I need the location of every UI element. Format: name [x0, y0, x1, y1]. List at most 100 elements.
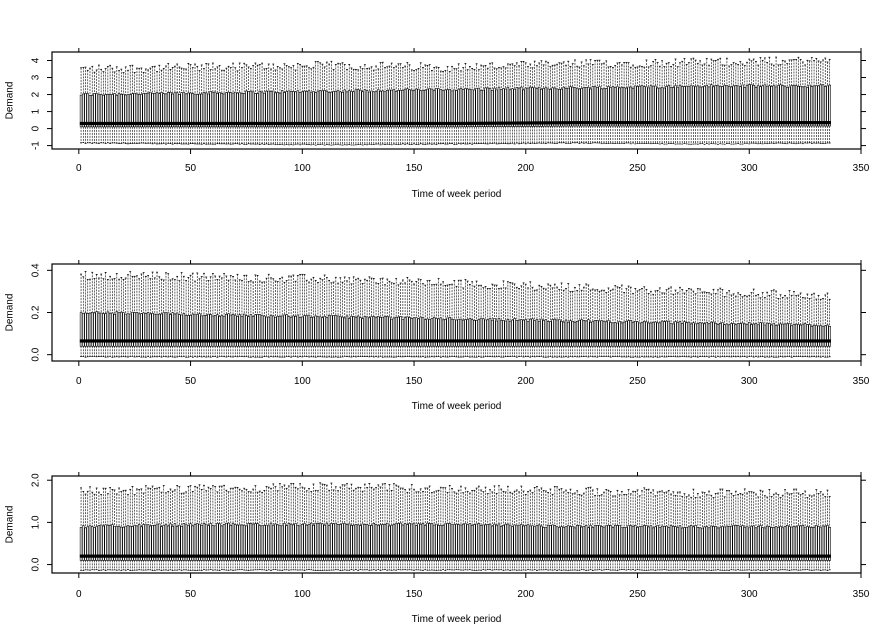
box-body	[654, 321, 657, 347]
box-body	[698, 86, 702, 127]
box-239	[611, 288, 615, 357]
box-41	[169, 69, 172, 144]
box-body	[175, 312, 179, 347]
box-229	[589, 59, 592, 144]
box-63	[218, 64, 221, 145]
box-body	[225, 92, 228, 128]
box-134	[377, 282, 380, 358]
box-126	[359, 279, 362, 357]
box-151	[415, 281, 418, 358]
box-body	[672, 87, 675, 127]
box-body	[453, 319, 456, 347]
box-63	[218, 275, 221, 357]
box-141	[392, 67, 396, 145]
box-body	[222, 93, 226, 128]
box-body	[196, 94, 199, 128]
box-body	[321, 90, 324, 128]
box-body	[544, 319, 548, 347]
box-207	[540, 285, 543, 357]
box-body	[511, 319, 514, 347]
box-body	[182, 313, 186, 347]
box-body	[162, 312, 165, 347]
box-150	[412, 70, 416, 145]
box-body	[106, 524, 110, 561]
box-103	[307, 281, 311, 358]
box-body	[674, 321, 677, 347]
box-110	[323, 66, 326, 146]
box-301	[750, 60, 753, 144]
box-body	[584, 87, 588, 127]
box-305	[759, 57, 762, 144]
box-73	[240, 67, 244, 145]
box-body	[743, 87, 747, 127]
box-267	[674, 58, 677, 145]
box-285	[714, 59, 717, 145]
x-tick-label: 200	[517, 376, 534, 387]
box-body	[531, 318, 534, 347]
box-body	[361, 318, 364, 347]
box-78	[251, 281, 255, 358]
box-body	[182, 92, 186, 128]
box-body	[546, 321, 550, 347]
box-body	[571, 320, 574, 347]
box-body	[821, 84, 825, 127]
box-body	[301, 91, 304, 128]
y-tick-label: -1	[31, 141, 42, 150]
box-body	[417, 318, 420, 347]
box-body	[526, 320, 530, 347]
box-body	[636, 321, 639, 347]
box-body	[765, 322, 769, 347]
box-body	[303, 315, 306, 347]
box-body	[479, 89, 483, 128]
box-body	[312, 91, 315, 128]
box-body	[580, 319, 583, 347]
box-17	[115, 493, 119, 571]
median-series	[79, 121, 831, 126]
box-256	[649, 65, 653, 145]
box-body	[529, 86, 532, 127]
box-body	[470, 319, 474, 347]
box-117	[339, 63, 342, 146]
box-body	[135, 312, 139, 347]
box-101	[303, 274, 306, 357]
box-body	[129, 313, 132, 347]
box-206	[537, 62, 541, 144]
box-body	[725, 323, 729, 347]
box-body	[768, 85, 771, 127]
box-body	[799, 85, 802, 127]
box-30	[144, 485, 148, 571]
box-body	[129, 94, 132, 128]
box-295	[736, 292, 740, 357]
box-body	[794, 323, 798, 347]
box-body	[698, 322, 702, 347]
box-137	[383, 284, 387, 358]
box-body	[97, 524, 101, 561]
box-body	[817, 325, 820, 347]
box-body	[258, 314, 262, 347]
box-body	[587, 319, 590, 347]
box-body	[707, 86, 711, 127]
box-292	[730, 294, 733, 358]
box-237	[607, 66, 610, 144]
x-tick-label: 50	[185, 163, 197, 174]
box-260	[658, 287, 662, 358]
box-body	[797, 85, 800, 127]
box-body	[567, 321, 570, 347]
box-body	[421, 90, 425, 128]
box-175	[468, 66, 472, 145]
box-body	[553, 87, 557, 127]
box-body	[645, 86, 648, 127]
box-192	[506, 281, 510, 357]
box-248	[631, 64, 635, 144]
box-191	[504, 287, 507, 357]
box-body	[345, 91, 349, 128]
box-body	[321, 317, 324, 347]
box-body	[739, 323, 742, 347]
box-body	[439, 89, 443, 128]
x-tick-label: 300	[741, 376, 758, 387]
box-30	[144, 68, 148, 144]
box-body	[240, 93, 244, 128]
box-body	[578, 88, 581, 127]
box-93	[285, 280, 288, 357]
box-22	[126, 274, 130, 358]
